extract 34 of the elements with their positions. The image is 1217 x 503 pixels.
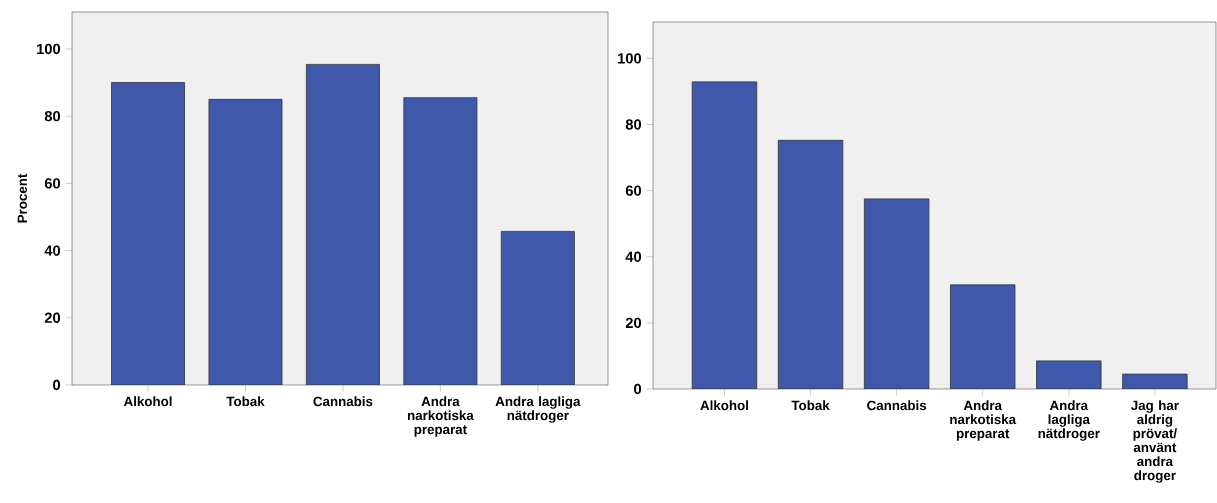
y-tick-label: 0 [53, 379, 61, 391]
x-tick-label: Alkohol [700, 400, 748, 411]
y-tick-label: 100 [618, 53, 642, 64]
bar [1036, 360, 1102, 389]
bar [778, 140, 843, 389]
x-tick-label: Cannabis [867, 400, 927, 411]
x-tick-label: Tobak [226, 396, 265, 407]
bar [111, 82, 185, 385]
y-tick-label: 20 [44, 312, 61, 323]
bar [500, 231, 575, 385]
y-tick-label: 40 [44, 245, 61, 256]
bar [208, 99, 283, 385]
x-tick-label: Cannabis [313, 396, 373, 407]
bar [692, 81, 757, 389]
x-tick-label: Alkohol [123, 396, 172, 407]
y-tick-label: 100 [37, 43, 61, 55]
bar [950, 284, 1015, 389]
y-tick-label: 60 [625, 185, 642, 196]
y-tick-label: 20 [625, 317, 642, 329]
y-axis-title: Procent [17, 173, 28, 223]
x-tick-label: Andra narkotiska preparat [950, 400, 1017, 441]
bar [864, 198, 929, 389]
y-tick-label: 40 [625, 251, 642, 262]
y-tick-label: 80 [625, 119, 642, 130]
y-tick-label: 60 [44, 178, 61, 189]
bar [403, 97, 477, 385]
x-tick-label: Andra narkotiska preparat [407, 396, 474, 437]
x-tick-label: Andra lagliga nätdroger [1038, 400, 1100, 441]
y-tick-label: 0 [634, 383, 642, 395]
x-tick-label: Andra lagliga nätdroger [495, 396, 581, 423]
x-tick-label: Jag har aldrig prövat/ använt andra droger [1131, 400, 1179, 483]
y-tick-label: 80 [44, 110, 61, 122]
bar [306, 64, 380, 385]
x-tick-label: Tobak [791, 400, 830, 411]
